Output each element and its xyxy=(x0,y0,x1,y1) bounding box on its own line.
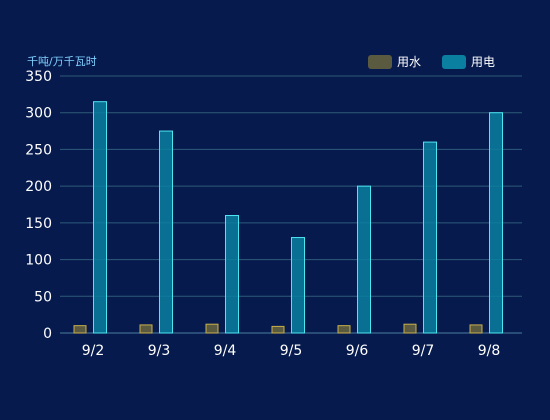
legend-label: 用水 xyxy=(397,55,421,69)
bar-electricity xyxy=(291,237,305,334)
y-tick-label: 50 xyxy=(34,289,52,305)
x-tick-label: 9/4 xyxy=(214,343,237,359)
bar-water xyxy=(337,325,351,334)
bar-electricity xyxy=(93,101,107,334)
legend-label: 用电 xyxy=(471,55,495,69)
bar-water xyxy=(469,324,483,334)
x-tick-label: 9/2 xyxy=(82,343,105,359)
y-tick-label: 300 xyxy=(25,106,52,122)
bar-water xyxy=(73,325,87,334)
bar-electricity xyxy=(225,215,239,334)
y-tick-label: 100 xyxy=(25,253,52,269)
x-tick-label: 9/3 xyxy=(148,343,171,359)
legend[interactable]: 用水 用电 xyxy=(368,55,495,69)
bar-electricity xyxy=(423,141,437,334)
y-tick-label: 350 xyxy=(25,69,52,85)
bar-water xyxy=(139,324,153,334)
bar-water xyxy=(205,323,219,334)
y-tick-label: 0 xyxy=(43,326,52,342)
x-tick-label: 9/7 xyxy=(412,343,435,359)
x-tick-label: 9/8 xyxy=(478,343,501,359)
y-axis-label: 千吨/万千瓦时 xyxy=(27,55,97,68)
x-axis-ticks: 9/2 9/3 9/4 9/5 9/6 9/7 9/8 xyxy=(82,343,501,359)
bar-water xyxy=(271,325,285,334)
x-tick-label: 9/5 xyxy=(280,343,303,359)
x-tick-label: 9/6 xyxy=(346,343,369,359)
bar-electricity xyxy=(489,112,503,334)
y-tick-label: 150 xyxy=(25,216,52,232)
y-axis-ticks: 0 50 100 150 200 250 300 350 xyxy=(25,69,52,342)
bar-water xyxy=(403,323,417,334)
bar-electricity xyxy=(357,185,371,334)
legend-swatch xyxy=(368,55,392,69)
legend-swatch xyxy=(442,55,466,69)
bar-electricity xyxy=(159,130,173,334)
y-tick-label: 250 xyxy=(25,142,52,158)
y-tick-label: 200 xyxy=(25,179,52,195)
bar-series xyxy=(73,101,503,334)
